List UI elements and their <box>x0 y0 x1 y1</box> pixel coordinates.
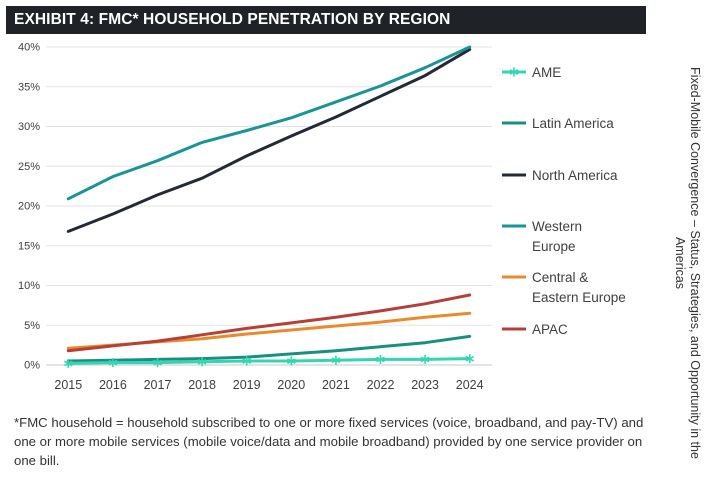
y-tick-label: 15% <box>18 240 40 252</box>
legend-label: Eastern Europe <box>532 290 626 305</box>
x-tick-label: 2023 <box>411 378 439 392</box>
x-tick-label: 2024 <box>456 378 484 392</box>
legend-label: Central & <box>532 270 588 285</box>
side-caption: Fixed-Mobile Convergence – Status, Strat… <box>673 67 702 459</box>
x-tick-label: 2020 <box>277 378 305 392</box>
x-tick-label: 2019 <box>233 378 261 392</box>
footnote: *FMC household = household subscribed to… <box>14 415 644 468</box>
x-tick-label: 2016 <box>99 378 127 392</box>
y-tick-label: 5% <box>24 320 40 332</box>
y-tick-label: 25% <box>18 161 40 173</box>
penetration-line-chart: 0% 5% 10% 15% 20% 25% 30% 35% 40% 2015 2016 2017 201… <box>18 42 626 393</box>
series-line <box>66 45 472 201</box>
data-point-marker <box>286 356 296 366</box>
data-point-marker <box>108 358 118 368</box>
exhibit-title: EXHIBIT 4: FMC* HOUSEHOLD PENETRATION BY… <box>14 11 451 28</box>
data-point-marker <box>242 356 252 366</box>
data-point-marker <box>63 358 73 368</box>
series-line <box>66 293 472 353</box>
series-line <box>66 47 472 233</box>
data-point-marker <box>465 354 475 364</box>
series-line <box>66 334 472 363</box>
x-tick-label: 2015 <box>54 378 82 392</box>
side-caption-wrap: Fixed-Mobile Convergence – Status, Strat… <box>668 58 706 468</box>
legend-label: North America <box>532 168 618 183</box>
data-point-marker <box>420 354 430 364</box>
legend-label: Western <box>532 219 582 234</box>
data-point-marker <box>153 358 162 368</box>
legend-label: AME <box>532 65 561 80</box>
series-line <box>66 357 472 365</box>
legend-marker <box>509 67 519 77</box>
y-tick-label: 0% <box>24 360 40 372</box>
data-point-marker <box>197 357 207 367</box>
y-tick-label: 30% <box>18 121 40 133</box>
data-point-marker <box>331 355 341 365</box>
x-tick-label: 2018 <box>188 378 216 392</box>
data-point-marker <box>376 354 385 364</box>
y-tick-label: 10% <box>18 280 40 292</box>
legend-label: APAC <box>532 322 568 337</box>
legend-label: Latin America <box>532 116 614 131</box>
y-tick-label: 35% <box>18 81 40 93</box>
exhibit-title-bar: EXHIBIT 4: FMC* HOUSEHOLD PENETRATION BY… <box>6 6 646 34</box>
x-tick-label: 2021 <box>322 378 350 392</box>
x-tick-label: 2017 <box>144 378 172 392</box>
legend-label: Europe <box>532 239 576 254</box>
y-tick-label: 20% <box>18 201 40 213</box>
y-tick-label: 40% <box>18 42 40 54</box>
x-tick-label: 2022 <box>367 378 395 392</box>
